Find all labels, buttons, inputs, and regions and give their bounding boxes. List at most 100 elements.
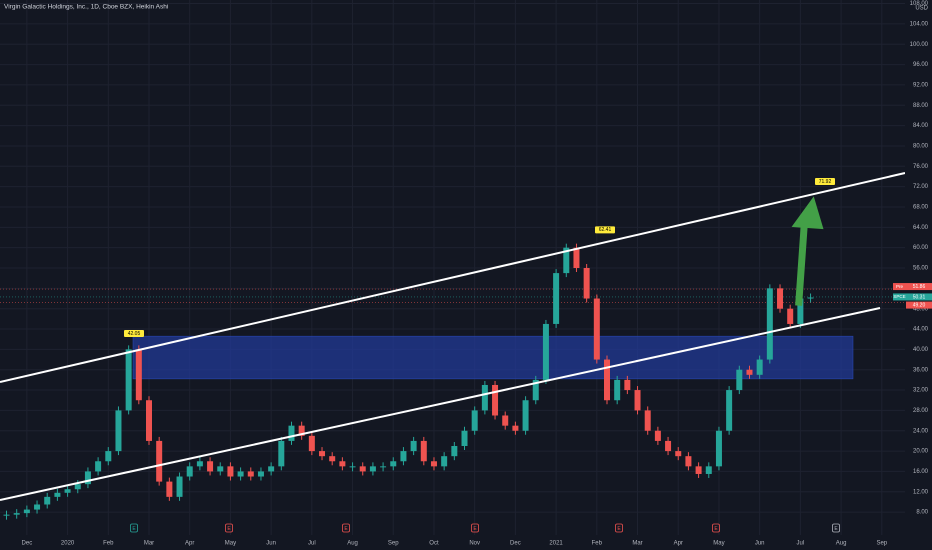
candle — [614, 379, 621, 401]
y-tick-label: 24.00 — [913, 428, 929, 434]
y-tick-label: 32.00 — [913, 388, 929, 394]
candle — [532, 379, 539, 401]
x-tick-label: May — [713, 541, 724, 547]
callout-label: 71.92 — [819, 179, 832, 185]
price-name-tag — [893, 283, 906, 291]
event-label: E — [227, 526, 231, 532]
callout-box — [815, 178, 835, 186]
candle — [736, 369, 743, 391]
candle — [349, 466, 356, 468]
y-tick-label: 56.00 — [913, 266, 929, 272]
y-tick-label: 40.00 — [913, 347, 929, 353]
candle — [665, 440, 672, 452]
candle — [685, 456, 692, 467]
candle — [95, 461, 102, 472]
currency: USD — [915, 6, 928, 12]
candle — [695, 466, 702, 474]
candle — [319, 451, 326, 457]
candle — [603, 359, 610, 401]
candle — [196, 461, 203, 467]
y-tick-label: 104.00 — [910, 21, 929, 27]
candle — [430, 461, 437, 467]
price-axis — [905, 0, 932, 550]
candle — [380, 466, 387, 468]
candle — [186, 466, 193, 477]
candle — [471, 410, 478, 431]
x-tick-label: Aug — [836, 541, 847, 547]
candle — [400, 451, 407, 462]
callout-label: 42.05 — [128, 331, 141, 337]
candle — [563, 247, 570, 274]
upper-trendline — [0, 172, 906, 383]
candle — [502, 415, 509, 426]
candles — [3, 243, 814, 520]
candle — [247, 471, 254, 477]
x-tick-label: Apr — [185, 541, 194, 547]
candle — [807, 297, 814, 299]
candle — [542, 323, 549, 380]
x-tick-label: Mar — [632, 541, 642, 547]
candle — [268, 466, 275, 472]
candle — [84, 471, 91, 485]
candle — [746, 369, 753, 375]
event-icon — [225, 523, 233, 533]
candle — [217, 466, 224, 472]
candle — [756, 359, 763, 375]
callout-box — [595, 226, 615, 234]
candle — [23, 509, 30, 514]
y-tick-label: 68.00 — [913, 205, 929, 211]
candle — [125, 349, 132, 411]
price-name-tag — [893, 293, 906, 301]
candle — [644, 410, 651, 431]
chart-title: Virgin Galactic Holdings, Inc., 1D, Cboe… — [4, 4, 168, 11]
price-tag — [906, 293, 932, 301]
event-icon — [342, 523, 350, 533]
x-tick-label: Jun — [755, 541, 765, 547]
candle — [420, 440, 427, 462]
candle — [146, 400, 153, 441]
candle — [308, 435, 315, 452]
candle — [44, 496, 51, 505]
candle — [237, 471, 244, 477]
candle — [654, 430, 661, 441]
event-icon — [615, 523, 623, 533]
candle — [481, 384, 488, 411]
candle — [766, 288, 773, 360]
zone-layer — [132, 335, 854, 380]
candle — [451, 446, 458, 457]
x-tick-label: Nov — [469, 541, 480, 547]
event-label: E — [344, 526, 348, 532]
x-tick-label: May — [225, 541, 236, 547]
candle — [278, 440, 285, 467]
axes: 8.00 12.00 16.00 20.00 24.00 28.00 32.00 36.00 4… — [22, 1, 932, 547]
candle — [705, 466, 712, 474]
x-tick-label: Dec — [510, 541, 521, 547]
y-tick-label: 60.00 — [913, 245, 929, 251]
x-tick-label: Dec — [22, 541, 33, 547]
time-axis — [0, 536, 932, 550]
price-label: 51.86 — [913, 284, 926, 290]
y-tick-label: 96.00 — [913, 62, 929, 68]
candle — [74, 484, 81, 490]
y-tick-label: 84.00 — [913, 123, 929, 129]
event-icon — [130, 523, 138, 533]
y-tick-label: 48.00 — [913, 306, 929, 312]
x-tick-label: Apr — [674, 541, 683, 547]
x-tick-label: Sep — [876, 541, 887, 547]
candle — [135, 349, 142, 401]
y-tick-label: 36.00 — [913, 367, 929, 373]
y-tick-label: 8.00 — [916, 510, 928, 516]
price-tag — [906, 301, 932, 309]
candle — [522, 400, 529, 431]
candle — [105, 451, 112, 462]
callout-label: 62.41 — [599, 227, 612, 233]
x-tick-label: Feb — [103, 541, 114, 547]
event-label: E — [132, 526, 136, 532]
overlay: 42.05 62.41 71.92 E E E E E E E — [124, 178, 840, 533]
candle — [115, 410, 122, 452]
y-tick-label: 108.00 — [910, 1, 929, 7]
candle — [359, 466, 366, 472]
candle — [553, 273, 560, 324]
x-tick-label: 2021 — [549, 541, 563, 547]
